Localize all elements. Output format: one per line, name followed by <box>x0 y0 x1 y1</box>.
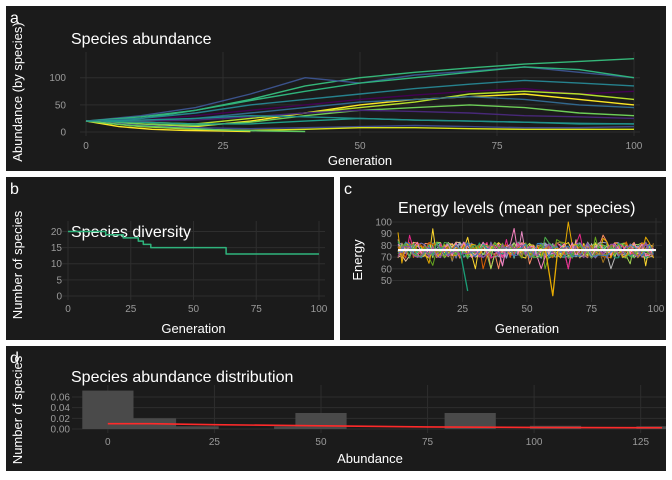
diversity-series-line <box>68 230 319 255</box>
y-tick-label: 0.02 <box>51 414 71 425</box>
y-tick-label: 5 <box>56 275 62 286</box>
abundance-series-line <box>85 114 635 125</box>
energy-series-line <box>397 242 654 259</box>
chart-title: Species abundance <box>71 31 212 48</box>
chart-title: Energy levels (mean per species) <box>398 200 635 217</box>
y-tick-label: 100 <box>49 73 66 84</box>
abundance-series-line <box>85 79 635 122</box>
panel-abundance-distribution: 0 25 50 75 100 125 0.00 0.02 0.04 0.06 Species abu… <box>6 346 666 471</box>
x-tick-label: 100 <box>311 304 328 315</box>
x-tick-label: 100 <box>648 304 665 315</box>
y-tick-label: 15 <box>51 243 63 254</box>
x-tick-label: 25 <box>125 304 137 315</box>
histogram-bar <box>167 426 219 429</box>
panel-label-d: d <box>10 350 19 367</box>
panel-label-b: b <box>10 181 19 198</box>
energy-spike-line <box>544 247 559 297</box>
y-tick-label: 100 <box>375 218 392 229</box>
panel-label-c: c <box>344 181 352 198</box>
y-axis-label: Number of species <box>10 210 25 319</box>
density-curve <box>107 422 662 429</box>
y-tick-label: 20 <box>51 227 63 238</box>
abundance-series-line <box>85 87 635 122</box>
x-tick-label: 25 <box>209 437 221 448</box>
abundance-series-line <box>86 109 635 122</box>
energy-spike-line <box>459 249 469 292</box>
x-tick-label: 0 <box>65 304 71 315</box>
y-tick-label: 90 <box>381 229 393 240</box>
panel-species-diversity: 0 25 50 75 100 0 5 10 15 20 Species diversity Gener… <box>6 177 334 340</box>
histogram-bar <box>444 413 496 429</box>
panel-energy-levels: 25 50 75 100 50 60 70 80 90 100 Energy levels (mea… <box>340 177 666 340</box>
x-axis-label: Abundance <box>337 451 403 466</box>
x-tick-label: 100 <box>526 437 543 448</box>
y-tick-label: 0 <box>56 292 62 303</box>
y-axis-label: Number of species <box>10 355 25 464</box>
x-tick-label: 50 <box>521 304 533 315</box>
species-abundance-chart: 0 25 50 75 100 0 50 100 Species abundance Generat… <box>10 22 643 168</box>
x-tick-label: 25 <box>457 304 469 315</box>
y-tick-label: 0.00 <box>51 425 71 436</box>
y-tick-label: 10 <box>51 259 63 270</box>
panel-species-abundance: 0 25 50 75 100 0 50 100 Species abundance Generat… <box>6 6 666 171</box>
x-tick-label: 125 <box>632 437 649 448</box>
y-axis-label: Energy <box>350 239 365 281</box>
chart-title: Species abundance distribution <box>71 369 293 386</box>
x-tick-label: 0 <box>105 437 111 448</box>
chart-title: Species diversity <box>71 224 191 241</box>
y-tick-label: 0.06 <box>51 393 71 404</box>
x-tick-label: 50 <box>354 141 366 152</box>
panel-label-a: a <box>10 10 19 27</box>
x-tick-label: 75 <box>491 141 503 152</box>
x-tick-label: 75 <box>586 304 598 315</box>
y-tick-label: 80 <box>381 241 393 252</box>
species-diversity-chart: 0 25 50 75 100 0 5 10 15 20 Species diversity Gener… <box>10 210 328 336</box>
x-tick-label: 75 <box>422 437 434 448</box>
y-axis-label: Abundance (by species) <box>10 22 25 161</box>
x-tick-label: 50 <box>188 304 200 315</box>
abundance-series-line <box>85 93 635 128</box>
x-axis-label: Generation <box>328 153 392 168</box>
x-tick-label: 0 <box>83 141 89 152</box>
x-tick-label: 25 <box>217 141 229 152</box>
y-tick-label: 0.04 <box>51 403 71 414</box>
x-axis-label: Generation <box>161 321 225 336</box>
x-axis-label: Generation <box>495 321 559 336</box>
abundance-series-line <box>85 120 251 133</box>
y-tick-label: 0 <box>60 128 66 139</box>
x-tick-label: 100 <box>626 141 643 152</box>
energy-series-line <box>397 241 654 259</box>
y-tick-label: 50 <box>381 276 393 287</box>
abundance-series-line <box>85 120 635 130</box>
energy-series-line <box>397 236 654 260</box>
y-tick-label: 50 <box>55 100 67 111</box>
x-tick-label: 75 <box>251 304 263 315</box>
x-tick-label: 50 <box>315 437 327 448</box>
abundance-series-line <box>85 66 635 122</box>
abundance-series-line <box>85 120 306 133</box>
y-tick-label: 60 <box>381 264 393 275</box>
y-tick-label: 70 <box>381 253 393 264</box>
